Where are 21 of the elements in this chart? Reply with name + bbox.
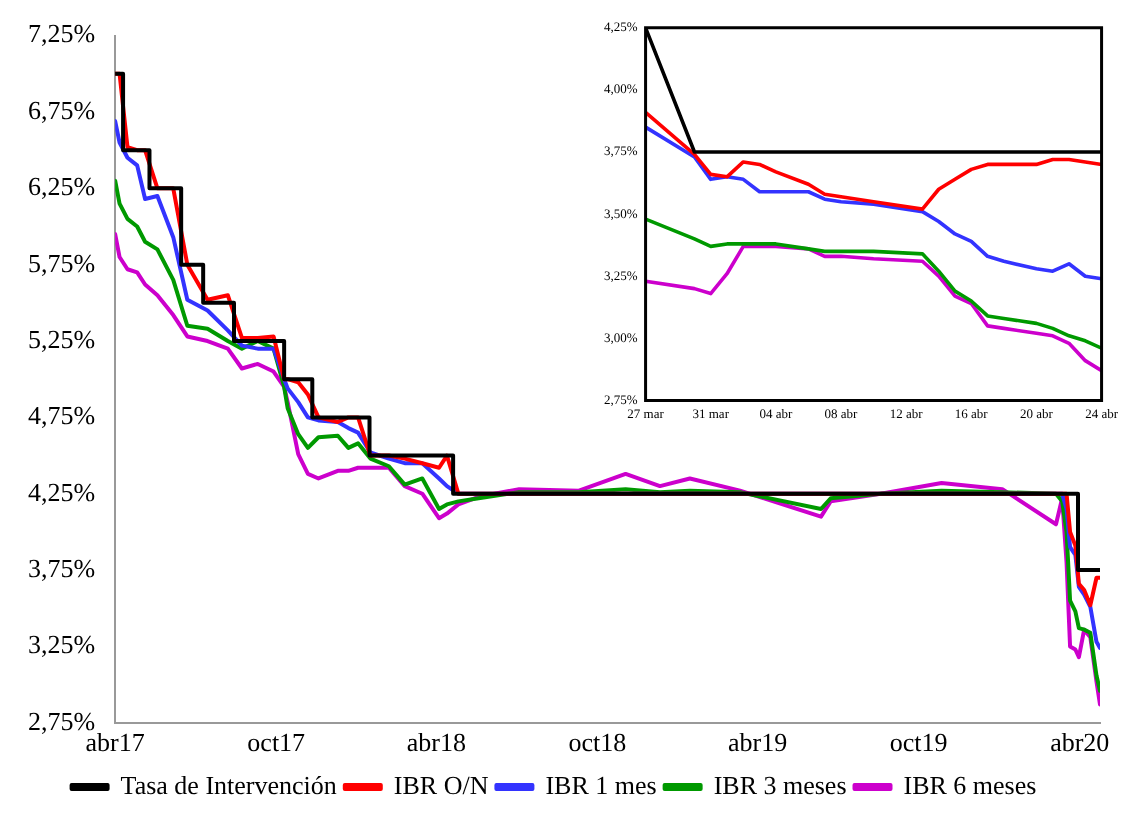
legend-label: IBR 3 meses [713,769,847,800]
legend-label: IBR 6 meses [903,769,1037,800]
y-tick-label: 3,25% [27,629,96,660]
x-tick-label: abr18 [406,727,467,758]
y-tick-label: 4,25% [27,476,96,507]
y-tick-label: 3,75% [27,552,96,583]
y-tick-label: 6,25% [27,171,96,202]
x-tick-label: oct17 [247,727,307,758]
y-tick-label: 5,25% [27,323,96,354]
x-tick-label: abr20 [1050,727,1110,758]
y-tick-label: 4,75% [27,400,96,431]
y-tick-label: 7,25% [27,18,96,49]
y-tick-label: 5,75% [27,247,96,278]
x-tick-label: oct18 [568,727,627,758]
legend-label: Tasa de Intervención [120,769,338,800]
y-tick-label: 6,75% [27,94,96,125]
y-tick-label: 2,75% [27,705,96,736]
x-tick-label: abr19 [728,727,788,758]
x-tick-label: oct19 [889,727,948,758]
legend-label: IBR O/N [393,769,490,800]
legend-label: IBR 1 mes [545,769,657,800]
